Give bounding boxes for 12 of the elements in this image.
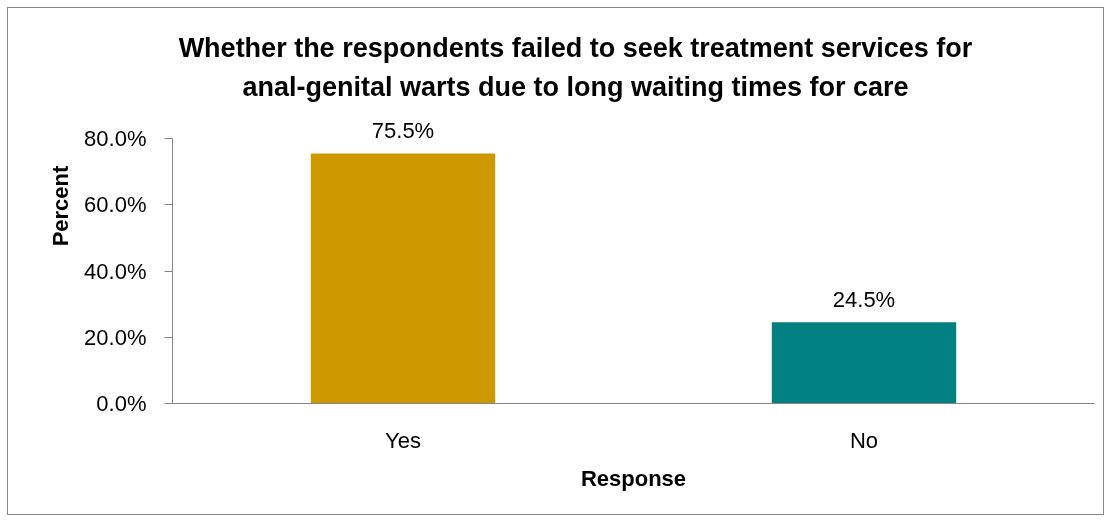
chart-title: Whether the respondents failed to seek treatment services for anal-genital warts due to long waiting times for care (178, 32, 973, 102)
y-axis-title: Percent (48, 164, 74, 247)
y-tick-label: 60.0% (84, 192, 147, 218)
data-label: 75.5% (371, 118, 435, 144)
y-tick-label: 80.0% (84, 126, 147, 151)
data-label: 24.5% (832, 287, 896, 313)
x-tick-label: No (849, 427, 879, 453)
y-tick-label: 20.0% (84, 324, 147, 350)
y-tick-label: 0.0% (96, 391, 147, 416)
x-axis-title: Response (580, 465, 687, 491)
x-tick-label: Yes (385, 427, 421, 453)
y-tick-label: 40.0% (84, 258, 147, 284)
